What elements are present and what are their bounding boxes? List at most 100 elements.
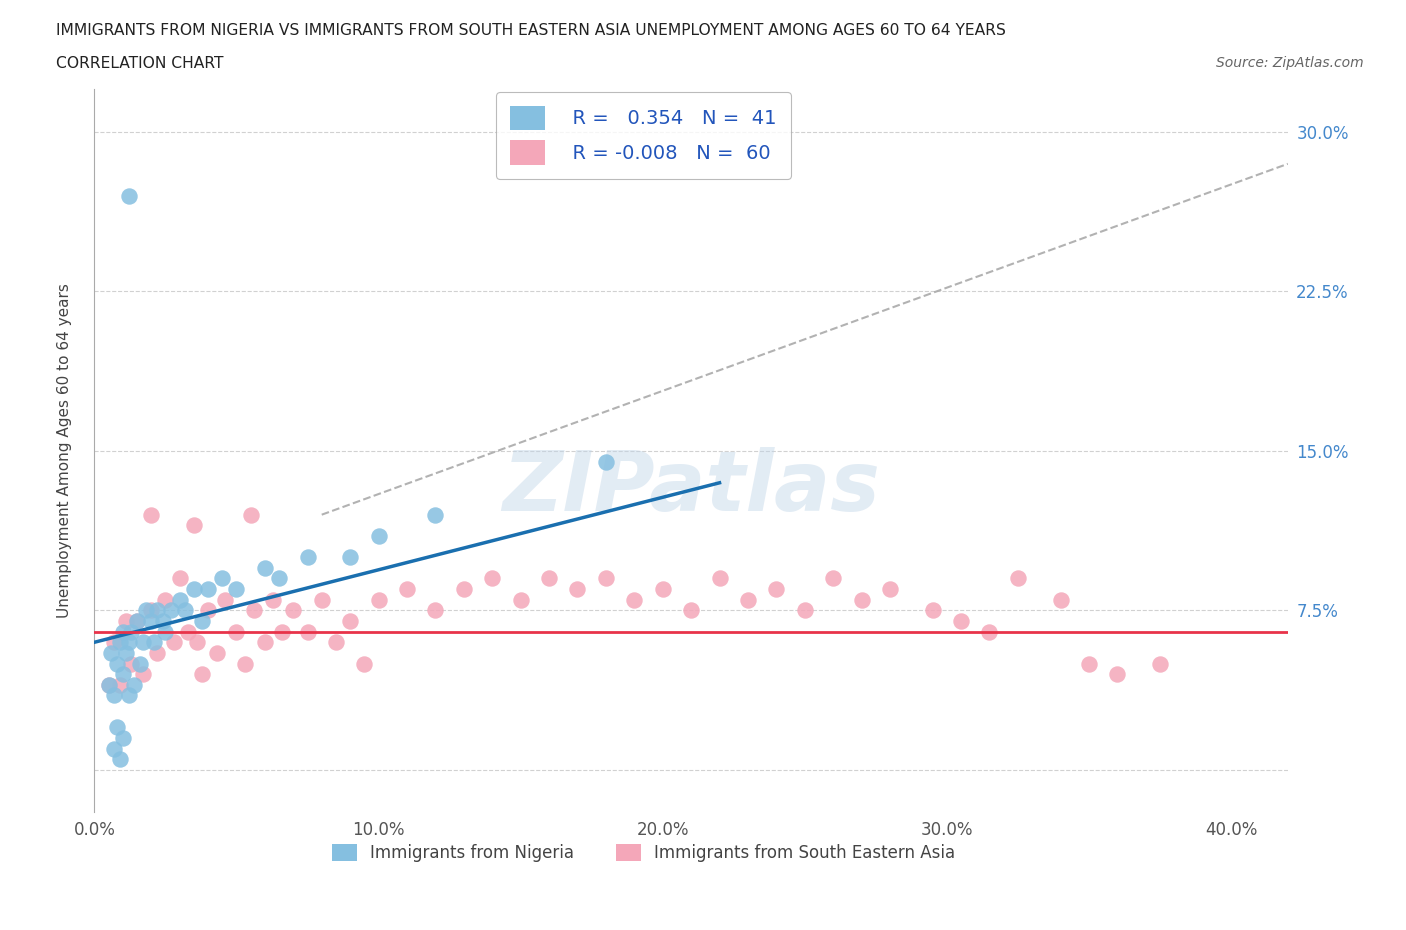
Legend: Immigrants from Nigeria, Immigrants from South Eastern Asia: Immigrants from Nigeria, Immigrants from… <box>325 838 962 870</box>
Point <box>225 624 247 639</box>
Point <box>111 624 134 639</box>
Point <box>135 603 157 618</box>
Point <box>651 581 673 596</box>
Point <box>111 731 134 746</box>
Point <box>623 592 645 607</box>
Point <box>177 624 200 639</box>
Point <box>681 603 703 618</box>
Point <box>353 656 375 671</box>
Point <box>191 667 214 682</box>
Point <box>141 603 163 618</box>
Point <box>197 603 219 618</box>
Point <box>425 507 447 522</box>
Point <box>108 677 131 692</box>
Point <box>120 624 142 639</box>
Point <box>979 624 1001 639</box>
Point <box>311 592 333 607</box>
Point <box>269 571 291 586</box>
Point <box>395 581 418 596</box>
Point <box>125 614 148 629</box>
Point <box>509 592 531 607</box>
Point <box>120 656 142 671</box>
Point <box>367 592 389 607</box>
Point <box>160 603 183 618</box>
Point <box>128 656 150 671</box>
Point <box>152 614 174 629</box>
Point <box>114 645 136 660</box>
Point <box>155 624 177 639</box>
Point <box>211 571 233 586</box>
Point <box>823 571 845 586</box>
Point <box>271 624 294 639</box>
Point <box>538 571 561 586</box>
Point <box>709 571 731 586</box>
Point <box>197 581 219 596</box>
Point <box>103 741 125 756</box>
Point <box>111 667 134 682</box>
Text: Source: ZipAtlas.com: Source: ZipAtlas.com <box>1216 56 1364 70</box>
Point <box>131 635 153 650</box>
Point <box>105 720 128 735</box>
Point <box>737 592 759 607</box>
Point <box>262 592 284 607</box>
Point <box>242 603 264 618</box>
Point <box>186 635 208 650</box>
Point <box>146 603 169 618</box>
Text: CORRELATION CHART: CORRELATION CHART <box>56 56 224 71</box>
Point <box>239 507 262 522</box>
Point <box>97 677 120 692</box>
Point <box>765 581 787 596</box>
Point <box>117 688 139 703</box>
Point <box>191 614 214 629</box>
Point <box>367 528 389 543</box>
Point <box>339 614 361 629</box>
Point <box>595 571 617 586</box>
Point <box>297 624 319 639</box>
Point <box>97 677 120 692</box>
Point <box>169 592 191 607</box>
Point <box>117 635 139 650</box>
Point <box>1007 571 1029 586</box>
Point <box>325 635 347 650</box>
Point <box>114 614 136 629</box>
Point <box>1149 656 1171 671</box>
Point <box>253 561 276 576</box>
Point <box>425 603 447 618</box>
Y-axis label: Unemployment Among Ages 60 to 64 years: Unemployment Among Ages 60 to 64 years <box>58 284 72 618</box>
Point <box>567 581 589 596</box>
Point <box>174 603 197 618</box>
Point <box>1049 592 1071 607</box>
Point <box>105 656 128 671</box>
Text: ZIPatlas: ZIPatlas <box>502 446 880 527</box>
Point <box>146 645 169 660</box>
Point <box>283 603 305 618</box>
Point <box>879 581 901 596</box>
Point <box>103 688 125 703</box>
Point <box>125 614 148 629</box>
Point <box>1107 667 1129 682</box>
Point <box>131 667 153 682</box>
Point <box>141 614 163 629</box>
Point <box>155 592 177 607</box>
Point <box>103 635 125 650</box>
Point <box>205 645 228 660</box>
Point <box>225 581 247 596</box>
Text: IMMIGRANTS FROM NIGERIA VS IMMIGRANTS FROM SOUTH EASTERN ASIA UNEMPLOYMENT AMONG: IMMIGRANTS FROM NIGERIA VS IMMIGRANTS FR… <box>56 23 1007 38</box>
Point <box>214 592 236 607</box>
Point <box>108 635 131 650</box>
Point <box>143 635 166 650</box>
Point <box>453 581 475 596</box>
Point <box>793 603 815 618</box>
Point <box>117 188 139 203</box>
Point <box>921 603 943 618</box>
Point <box>183 581 205 596</box>
Point <box>163 635 186 650</box>
Point <box>100 645 122 660</box>
Point <box>1078 656 1101 671</box>
Point <box>183 518 205 533</box>
Point <box>108 751 131 766</box>
Point <box>339 550 361 565</box>
Point <box>233 656 256 671</box>
Point <box>253 635 276 650</box>
Point <box>122 677 145 692</box>
